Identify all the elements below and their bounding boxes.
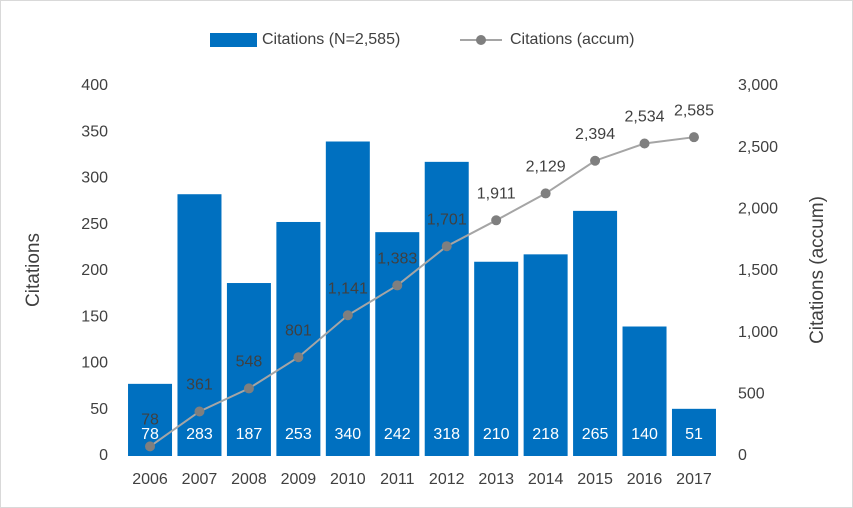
bar-value-label: 78 [141,426,159,443]
y2-tick-label: 1,000 [738,324,778,341]
y-tick-label: 350 [81,123,108,140]
y-tick-label: 200 [81,262,108,279]
bar-value-label: 265 [582,426,609,443]
y2-tick-label: 2,500 [738,139,778,156]
y-tick-label: 150 [81,308,108,325]
line-marker [639,138,650,149]
bar [226,283,271,456]
line [149,136,695,448]
y-axis-title: Citations [23,233,44,307]
y-tick-label: 100 [81,355,108,372]
line-marker [392,280,403,291]
y-tick-label: 0 [99,447,108,464]
bar [671,408,716,456]
line-value-label: 361 [186,377,213,394]
x-tick-label: 2014 [528,471,564,488]
line-marker [688,132,699,143]
bar-value-label: 283 [186,426,213,443]
y-tick-label: 50 [90,401,108,418]
bar-value-label: 253 [285,426,312,443]
line-value-label: 801 [285,322,312,339]
bar-value-label: 242 [384,426,411,443]
bar-value-label: 318 [433,426,460,443]
bar [573,210,618,456]
bar [523,254,568,456]
x-tick-label: 2016 [627,471,663,488]
bar-value-label: 187 [236,426,263,443]
y2-tick-label: 0 [738,447,747,464]
y-tick-label: 300 [81,170,108,187]
legend-swatch [210,33,257,47]
y-tick-label: 400 [81,77,108,94]
bar-value-label: 218 [532,426,559,443]
x-tick-label: 2006 [132,471,168,488]
line-marker [590,155,601,166]
line-value-label: 1,911 [477,186,516,203]
line-marker [342,310,353,321]
bar-value-label: 51 [685,426,703,443]
line-value-label: 2,394 [575,126,615,143]
x-tick-label: 2008 [231,471,267,488]
y-tick-label: 250 [81,216,108,233]
y2-tick-label: 500 [738,386,765,403]
bar [276,221,321,456]
bar [177,194,222,456]
y2-axis-title: Citations (accum) [807,196,828,344]
line-marker [243,383,254,394]
x-tick-label: 2017 [676,471,712,488]
line-value-label: 2,534 [625,109,665,126]
line-value-label: 2,585 [674,102,714,119]
bar [375,232,420,456]
legend-label: Citations (N=2,585) [262,31,400,48]
line-marker [491,215,502,226]
line-value-label: 1,141 [328,280,368,297]
bar-value-label: 340 [334,426,361,443]
bar-value-label: 140 [631,426,658,443]
line-marker [145,441,156,452]
y2-tick-label: 1,500 [738,262,778,279]
y2-tick-label: 2,000 [738,201,778,218]
line-value-label: 78 [141,412,159,429]
bar [474,261,519,456]
x-tick-label: 2013 [478,471,514,488]
x-tick-label: 2007 [182,471,218,488]
line-value-label: 1,383 [377,251,417,268]
line-marker [194,406,205,417]
x-tick-label: 2015 [577,471,613,488]
line-marker [441,241,452,252]
line-value-label: 548 [236,354,263,371]
line-marker [540,188,551,199]
legend-label: Citations (accum) [510,31,634,48]
x-tick-label: 2009 [281,471,317,488]
bar [325,141,370,456]
line-marker [293,352,304,363]
x-tick-label: 2010 [330,471,366,488]
x-tick-label: 2012 [429,471,465,488]
bar [424,161,469,456]
bar [622,326,667,456]
legend-marker [476,35,486,45]
bar-value-label: 210 [483,426,510,443]
x-tick-label: 2011 [380,471,415,488]
line-value-label: 1,701 [427,211,467,228]
y2-tick-label: 3,000 [738,77,778,94]
line-value-label: 2,129 [526,159,566,176]
